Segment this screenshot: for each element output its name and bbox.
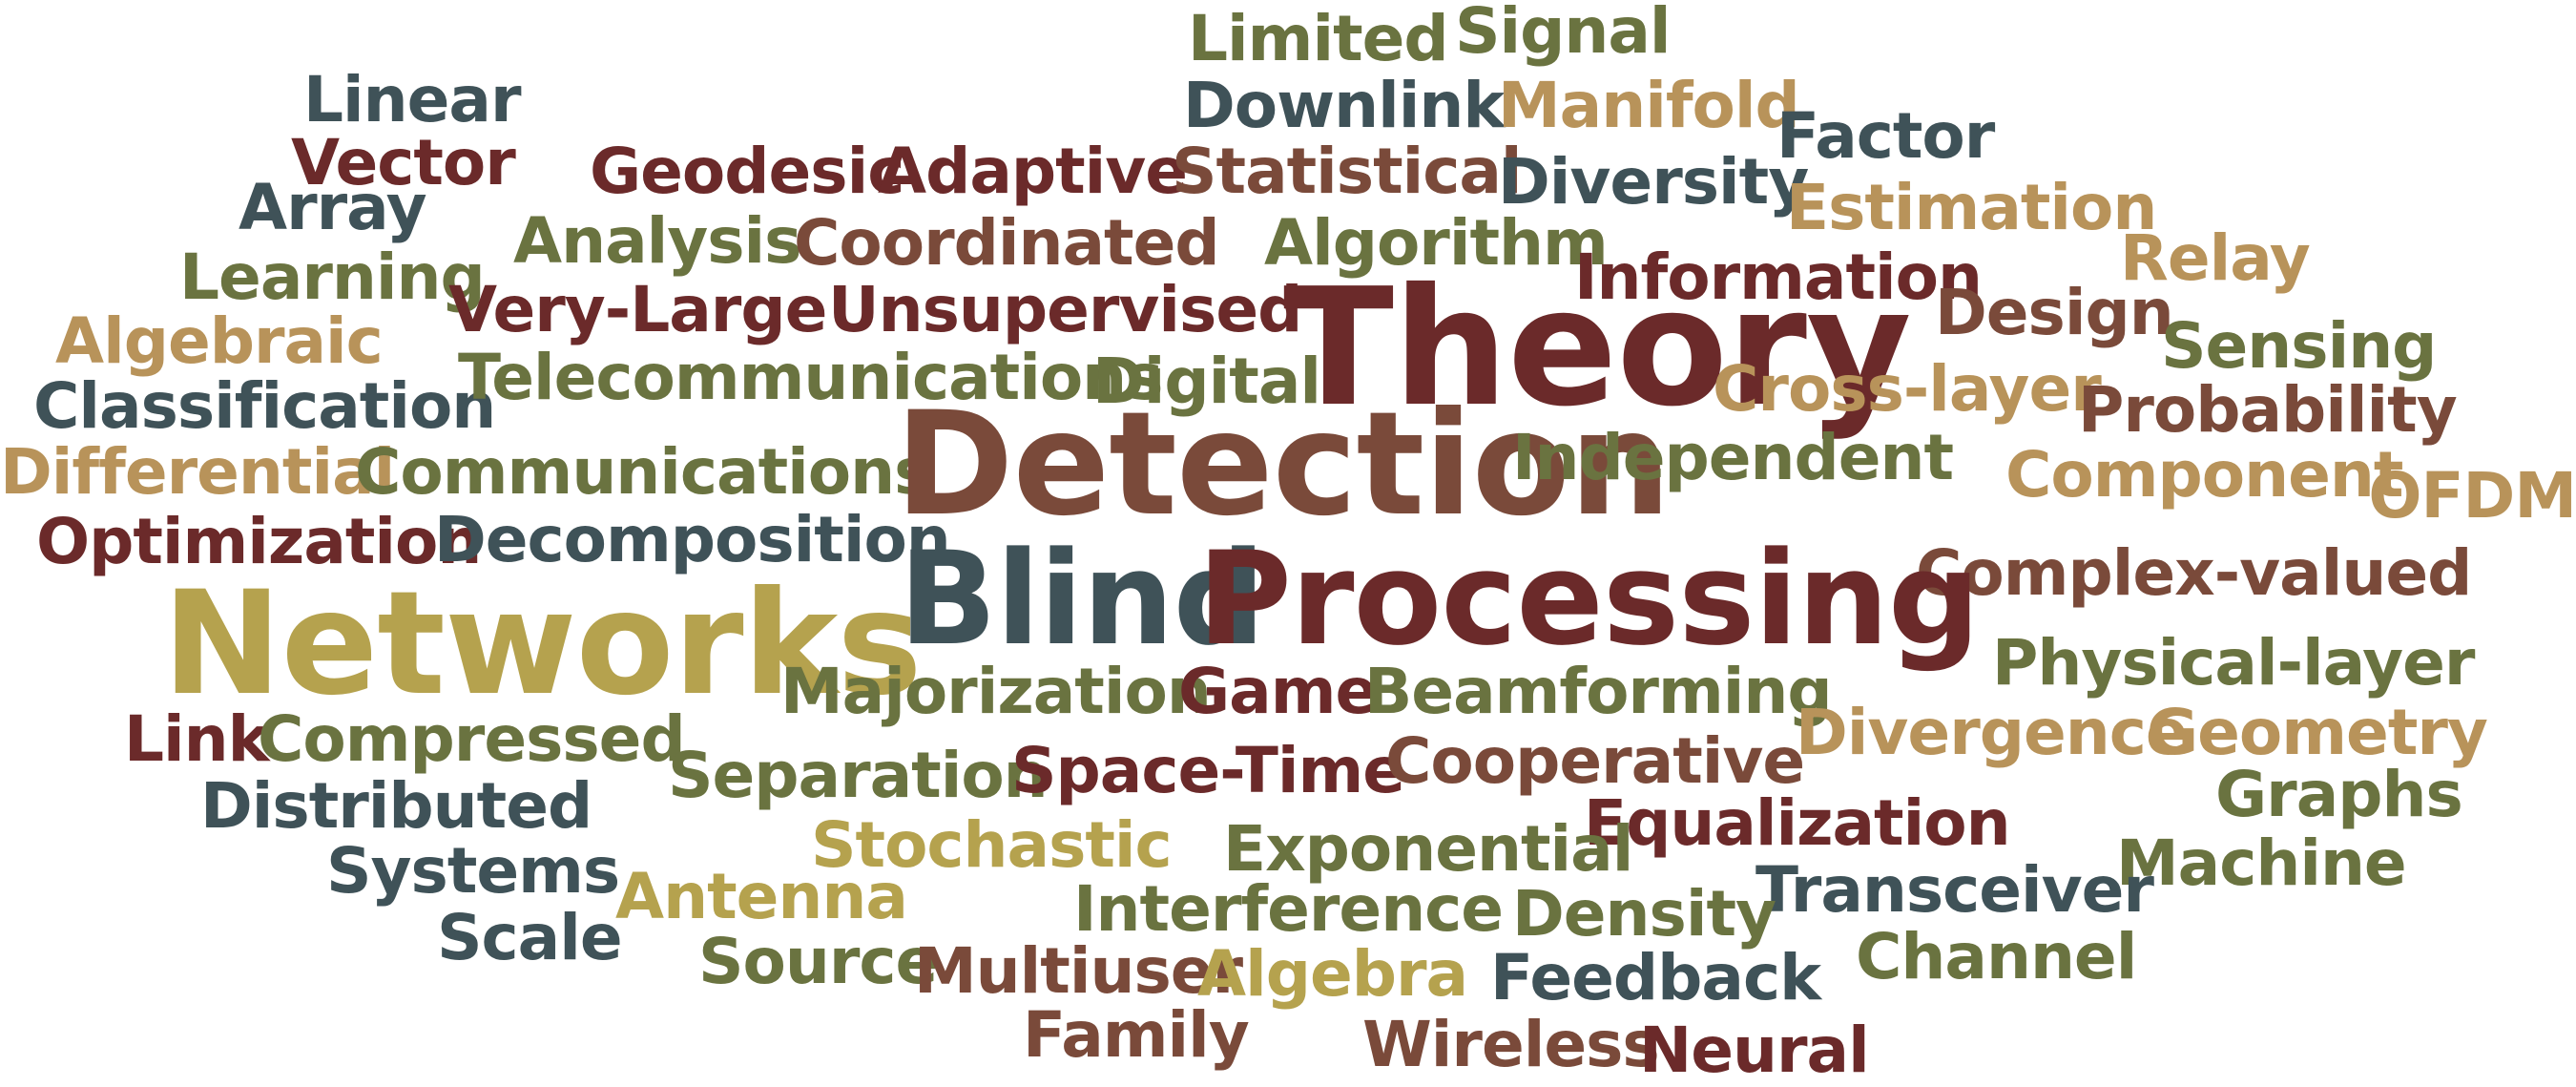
- word-classification: Classification: [33, 369, 496, 443]
- word-machine: Machine: [2116, 826, 2407, 900]
- word-blind: Blind: [899, 524, 1265, 674]
- word-game: Game: [1178, 655, 1378, 728]
- word-source: Source: [698, 925, 938, 998]
- word-distributed: Distributed: [200, 769, 592, 843]
- word-adaptive: Adaptive: [878, 135, 1188, 208]
- word-algorithm: Algorithm: [1264, 206, 1609, 280]
- word-linear: Linear: [303, 63, 522, 136]
- word-optimization: Optimization: [36, 505, 482, 578]
- word-physical-layer: Physical-layer: [1992, 626, 2475, 700]
- word-coordinated: Coordinated: [794, 206, 1220, 280]
- word-signal: Signal: [1455, 0, 1672, 68]
- word-diversity: Diversity: [1498, 145, 1809, 219]
- word-complex-valued: Complex-valued: [1916, 536, 2472, 610]
- word-divergence: Divergence: [1796, 696, 2189, 769]
- word-communications: Communications: [355, 435, 931, 509]
- word-manifold: Manifold: [1498, 69, 1800, 142]
- word-separation: Separation: [668, 739, 1049, 812]
- word-probability: Probability: [2078, 373, 2458, 447]
- word-decomposition: Decomposition: [434, 503, 951, 576]
- word-vector: Vector: [291, 126, 516, 199]
- word-component: Component: [2005, 438, 2403, 512]
- word-analysis: Analysis: [513, 204, 801, 278]
- word-algebraic: Algebraic: [55, 304, 384, 378]
- word-graphs: Graphs: [2215, 758, 2463, 831]
- word-antenna: Antenna: [615, 860, 908, 933]
- word-feedback: Feedback: [1490, 941, 1821, 1014]
- word-cooperative: Cooperative: [1385, 724, 1805, 798]
- word-transceiver: Transceiver: [1755, 853, 2154, 927]
- word-geometry: Geometry: [2147, 696, 2488, 769]
- word-multiuser: Multiuser: [914, 934, 1243, 1008]
- word-ofdm: OFDM: [2368, 459, 2576, 533]
- word-space-time: Space-Time: [1011, 734, 1405, 807]
- word-factor: Factor: [1776, 99, 1995, 173]
- word-compressed: Compressed: [258, 702, 686, 776]
- word-density: Density: [1512, 877, 1776, 951]
- word-family: Family: [1023, 998, 1250, 1072]
- word-interference: Interference: [1073, 872, 1504, 946]
- word-cross-layer: Cross-layer: [1713, 352, 2102, 426]
- word-algebra: Algebra: [1197, 937, 1468, 1011]
- word-relay: Relay: [2120, 221, 2311, 295]
- word-telecommunications: Telecommunications: [458, 341, 1163, 414]
- word-stochastic: Stochastic: [811, 808, 1173, 882]
- word-systems: Systems: [326, 834, 620, 908]
- word-scale: Scale: [437, 901, 623, 974]
- word-differential: Differential: [0, 435, 395, 509]
- word-information: Information: [1574, 240, 1983, 314]
- word-geodesic: Geodesic: [590, 135, 904, 208]
- word-limited: Limited: [1188, 2, 1449, 75]
- word-processing: Processing: [1197, 524, 1981, 674]
- word-theory: Theory: [1283, 254, 1912, 443]
- word-statistical: Statistical: [1172, 135, 1523, 208]
- word-design: Design: [1935, 276, 2174, 349]
- word-independent: Independent: [1512, 421, 1954, 494]
- word-array: Array: [239, 171, 427, 244]
- word-link: Link: [124, 702, 270, 776]
- word-channel: Channel: [1856, 920, 2137, 993]
- word-detection: Detection: [895, 382, 1672, 548]
- word-estimation: Estimation: [1786, 171, 2157, 244]
- word-majorization: Majorization: [780, 655, 1212, 728]
- word-very-large: Very-Large: [448, 273, 827, 346]
- word-neural: Neural: [1639, 1014, 1870, 1087]
- word-networks: Networks: [162, 561, 923, 727]
- word-sensing: Sensing: [2161, 309, 2437, 383]
- word-beamforming: Beamforming: [1364, 655, 1833, 728]
- word-downlink: Downlink: [1183, 69, 1505, 142]
- word-wireless: Wireless: [1362, 1008, 1660, 1081]
- word-digital: Digital: [1092, 345, 1321, 418]
- word-learning: Learning: [179, 240, 486, 314]
- word-unsupervised: Unsupervised: [828, 273, 1302, 346]
- word-equalization: Equalization: [1584, 786, 2011, 860]
- word-exponential: Exponential: [1223, 812, 1633, 886]
